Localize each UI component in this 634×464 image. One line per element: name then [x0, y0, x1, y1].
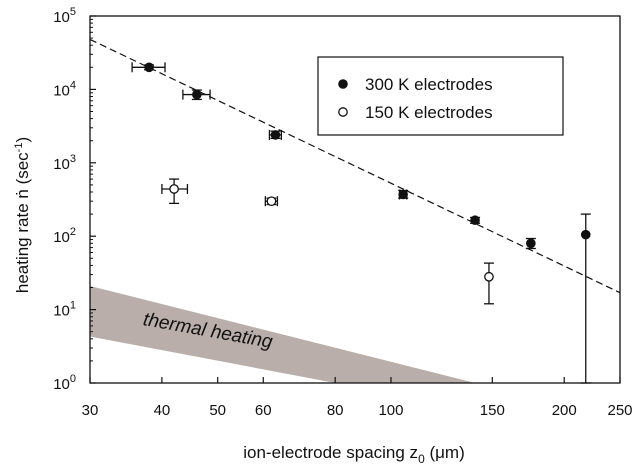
y-tick-label-base: 10 [53, 156, 70, 173]
data-point-300k [269, 130, 281, 140]
data-point-300k [581, 214, 591, 383]
x-tick-label: 50 [209, 402, 226, 419]
thermal-heating-band [90, 286, 475, 383]
y-axis-label-main: heating rate [13, 199, 32, 294]
y-tick-label-base: 10 [53, 229, 70, 246]
x-axis-label: ion-electrode spacing z0 (μm) [243, 443, 465, 464]
legend-marker-150k [339, 108, 347, 116]
y-axis-label-unit-exponent: -1 [13, 143, 25, 153]
x-tick-label: 30 [82, 402, 99, 419]
data-point-150k [162, 179, 188, 203]
y-tick-label-exponent: 2 [70, 226, 76, 238]
x-tick-label: 80 [327, 402, 344, 419]
data-point-300k [132, 62, 165, 72]
legend-label-150k: 150 K electrodes [365, 103, 493, 122]
marker-open [485, 273, 493, 281]
x-axis-label-main: ion-electrode spacing z [243, 443, 418, 462]
legend-marker-300k [338, 79, 348, 89]
y-tick-label-base: 10 [53, 376, 70, 393]
x-tick-label: 60 [255, 402, 272, 419]
marker-filled [192, 90, 202, 100]
y-tick-label: 103 [53, 153, 76, 173]
legend: 300 K electrodes 150 K electrodes [318, 57, 563, 135]
y-tick-label-exponent: 3 [70, 153, 76, 165]
y-tick-label-base: 10 [53, 303, 70, 320]
data-point-300k [526, 239, 536, 249]
y-tick-label-exponent: 4 [70, 79, 76, 91]
marker-filled [581, 230, 591, 240]
y-axis-label-symbol: ṅ [13, 189, 32, 198]
marker-filled [470, 215, 480, 225]
y-tick-label-base: 10 [53, 9, 70, 26]
data-point-300k [398, 189, 408, 199]
legend-label-300k: 300 K electrodes [365, 75, 493, 94]
x-tick-label: 100 [378, 402, 403, 419]
marker-filled [398, 190, 408, 200]
marker-filled [144, 63, 154, 73]
y-tick-label-exponent: 1 [70, 300, 76, 312]
data-point-300k [470, 215, 480, 225]
data-point-300k [183, 90, 210, 100]
y-tick-label-exponent: 0 [70, 373, 76, 385]
legend-box [318, 57, 563, 135]
x-tick-label: 40 [154, 402, 171, 419]
y-axis-label-unit: (sec [13, 152, 32, 189]
data-point-150k [265, 196, 277, 206]
y-tick-label: 101 [53, 300, 76, 320]
x-axis-label-unit: (μm) [425, 443, 465, 462]
x-tick-label: 250 [607, 402, 632, 419]
y-tick-label-exponent: 5 [70, 6, 76, 18]
y-axis-label: heating rate ṅ (sec-1) [13, 137, 32, 293]
y-tick-label: 102 [53, 226, 76, 246]
marker-open [170, 185, 178, 193]
marker-filled [271, 130, 281, 140]
y-tick-label-base: 10 [53, 82, 70, 99]
data-point-150k [484, 263, 494, 304]
y-axis-label-unit-close: ) [13, 137, 32, 143]
marker-open [267, 197, 275, 205]
x-tick-label: 200 [552, 402, 577, 419]
marker-filled [526, 239, 536, 249]
y-tick-label: 104 [53, 79, 76, 99]
y-tick-label: 105 [53, 6, 76, 26]
y-tick-label: 100 [53, 373, 76, 393]
x-tick-label: 150 [480, 402, 505, 419]
